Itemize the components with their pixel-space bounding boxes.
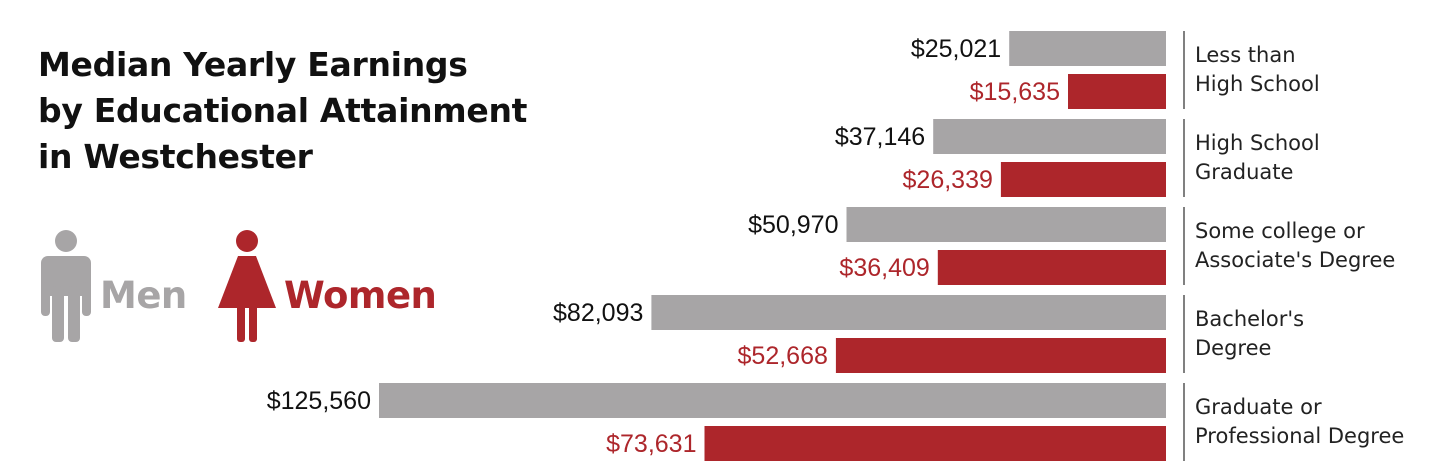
bar-men-4 (379, 383, 1166, 418)
bar-men-1 (933, 119, 1166, 154)
category-label-3-line-0: Bachelor's (1195, 307, 1304, 331)
value-label-men-0: $25,021 (911, 35, 1001, 63)
category-label-1-line-0: High School (1195, 131, 1320, 155)
value-label-men-3: $82,093 (553, 299, 643, 327)
title-line-3: in Westchester (38, 137, 313, 176)
man-figure-icon (41, 230, 91, 342)
category-label-1: High School Graduate (1195, 131, 1320, 184)
category-label-0-line-0: Less than (1195, 43, 1296, 67)
value-label-women-3: $52,668 (738, 342, 828, 370)
category-label-4: Graduate or Professional Degree (1195, 395, 1404, 448)
category-label-2-line-1: Associate's Degree (1195, 248, 1395, 272)
legend-men-label: Men (100, 273, 187, 317)
title-line-2: by Educational Attainment (38, 91, 528, 130)
category-label-2-line-0: Some college or (1195, 219, 1365, 243)
value-label-men-2: $50,970 (748, 211, 838, 239)
value-label-women-4: $73,631 (606, 430, 696, 458)
bar-women-1 (1000, 162, 1166, 197)
bar-men-3 (651, 295, 1166, 330)
chart-title: Median Yearly Earnings by Educational At… (38, 42, 527, 180)
value-label-women-1: $26,339 (903, 166, 993, 194)
category-label-0-line-1: High School (1195, 72, 1320, 96)
legend-men: Men (38, 230, 187, 342)
bar-women-3 (835, 338, 1166, 373)
category-label-4-line-1: Professional Degree (1195, 424, 1404, 448)
bar-women-4 (704, 426, 1166, 461)
bar-men-0 (1009, 31, 1166, 66)
category-label-3: Bachelor's Degree (1195, 307, 1304, 360)
bar-women-2 (937, 250, 1166, 285)
legend-women: Women (216, 230, 437, 342)
title-line-1: Median Yearly Earnings (38, 45, 468, 84)
value-label-men-1: $37,146 (835, 123, 925, 151)
category-label-1-line-1: Graduate (1195, 160, 1293, 184)
value-label-women-0: $15,635 (970, 78, 1060, 106)
value-label-women-2: $36,409 (839, 254, 929, 282)
bar-men-2 (846, 207, 1166, 242)
category-label-0: Less than High School (1195, 43, 1320, 96)
value-label-men-4: $125,560 (267, 387, 371, 415)
category-label-2: Some college or Associate's Degree (1195, 219, 1395, 272)
category-label-4-line-0: Graduate or (1195, 395, 1322, 419)
legend-women-label: Women (284, 273, 437, 317)
bar-women-0 (1068, 74, 1166, 109)
category-label-3-line-1: Degree (1195, 336, 1271, 360)
woman-figure-icon (218, 230, 276, 342)
